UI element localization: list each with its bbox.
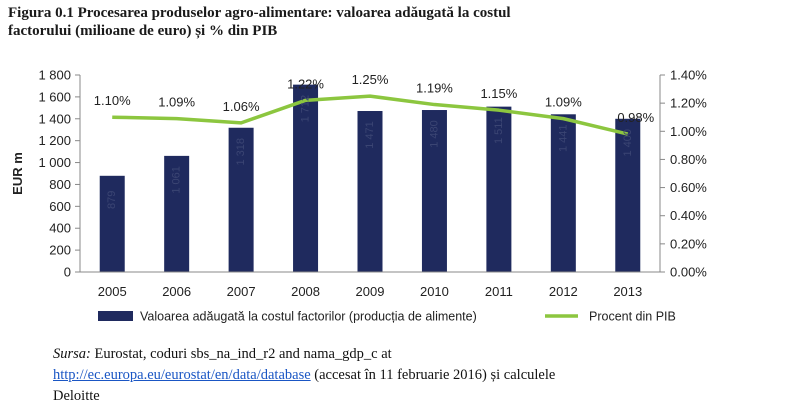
x-tick-label: 2013	[613, 284, 642, 299]
x-axis-ticks: 2005 2006 2007 2008 2009 2010 2011 2012 2013	[98, 284, 642, 299]
bar-value-label: 1 400	[622, 129, 634, 157]
figure-title-line-2: factorului (milioane de euro) și % din P…	[8, 23, 278, 39]
bar-value-label: 1 061	[171, 166, 183, 194]
bar-value-label: 1 318	[235, 138, 247, 166]
left-tick-label: 1 200	[38, 133, 71, 148]
left-tick-label: 200	[49, 243, 71, 258]
source-note: Sursa: Eurostat, coduri sbs_na_ind_r2 an…	[53, 344, 773, 407]
right-tick-label: 0.60%	[670, 180, 707, 195]
legend-label-line: Procent din PIB	[589, 310, 676, 324]
right-tick-label: 0.20%	[670, 236, 707, 251]
right-tick-label: 1.40%	[670, 68, 707, 83]
line-value-label: 0.98%	[617, 110, 654, 125]
line-value-label: 1.10%	[94, 93, 131, 108]
legend-label-bars: Valoarea adăugată la costul factorilor (…	[140, 310, 477, 324]
x-tick-label: 2010	[420, 284, 449, 299]
bar	[228, 127, 254, 272]
line-value-label: 1.06%	[223, 99, 260, 114]
left-tick-label: 1 600	[38, 89, 71, 104]
right-tick-label: 1.20%	[670, 96, 707, 111]
y-axis-label: EUR m	[10, 152, 25, 195]
bar	[615, 118, 641, 273]
bar	[357, 111, 383, 272]
legend-swatch-bars	[98, 311, 133, 321]
source-text-3: Deloitte	[53, 388, 100, 404]
left-tick-label: 1 000	[38, 155, 71, 170]
left-tick-label: 0	[64, 265, 71, 280]
left-axis-ticks: 0 200 400 600 800 1 000 1 200 1 400 1 600 1 800	[38, 68, 81, 280]
source-text-1: Eurostat, coduri sbs_na_ind_r2 and nama_…	[90, 346, 392, 362]
right-tick-label: 0.00%	[670, 265, 707, 280]
bar	[421, 110, 447, 273]
source-text-2: (accesat în 11 februarie 2016) și calcul…	[310, 367, 556, 383]
line-value-label: 1.09%	[545, 95, 582, 110]
source-link[interactable]: http://ec.europa.eu/eurostat/en/data/dat…	[53, 367, 311, 383]
x-tick-label: 2007	[227, 284, 256, 299]
percent-line	[112, 94, 629, 136]
left-tick-label: 400	[49, 221, 71, 236]
x-tick-label: 2009	[356, 284, 385, 299]
right-tick-label: 0.40%	[670, 208, 707, 223]
line-value-label: 1.19%	[416, 81, 453, 96]
figure-title-line-1: Figura 0.1 Procesarea produselor agro-al…	[8, 5, 511, 21]
line-value-label: 1.09%	[158, 95, 195, 110]
bar-value-label: 1 441	[557, 125, 569, 153]
bar	[99, 175, 125, 272]
line-value-label: 1.15%	[480, 86, 517, 101]
line-value-label: 1.22%	[287, 76, 324, 91]
x-tick-label: 2006	[162, 284, 191, 299]
bar	[486, 106, 512, 272]
bar-value-label: 1 511	[493, 117, 505, 144]
bar-series	[99, 84, 641, 273]
bar-value-label: 1 480	[428, 120, 440, 148]
left-tick-label: 800	[49, 177, 71, 192]
source-label: Sursa:	[53, 346, 91, 362]
legend: Valoarea adăugată la costul factorilor (…	[98, 310, 676, 324]
data-labels: 879 1 061 1 318 1 712 1 471 1 480 1 511 1 441 1 …	[94, 72, 655, 209]
x-tick-label: 2012	[549, 284, 578, 299]
bar	[293, 84, 319, 273]
left-tick-label: 1 800	[38, 68, 71, 83]
x-tick-label: 2011	[485, 284, 513, 299]
bar-value-label: 879	[106, 191, 118, 209]
chart: 0 200 400 600 800 1 000 1 200 1 400 1 600 1 800 0…	[10, 68, 707, 324]
line-value-label: 1.25%	[352, 72, 389, 87]
left-tick-label: 1 400	[38, 111, 71, 126]
figure-title: Figura 0.1 Procesarea produselor agro-al…	[8, 4, 768, 40]
right-tick-label: 1.00%	[670, 124, 707, 139]
x-tick-label: 2008	[291, 284, 320, 299]
left-tick-label: 600	[49, 199, 71, 214]
right-tick-label: 0.80%	[670, 152, 707, 167]
bar-value-label: 1 712	[300, 95, 312, 123]
bar-value-label: 1 471	[364, 121, 376, 149]
right-axis-ticks: 0.00% 0.20% 0.40% 0.60% 0.80% 1.00% 1.20% 1.40%	[659, 68, 707, 280]
bar	[164, 155, 190, 272]
line-series	[112, 94, 629, 136]
x-tick-label: 2005	[98, 284, 127, 299]
bar	[550, 114, 576, 272]
